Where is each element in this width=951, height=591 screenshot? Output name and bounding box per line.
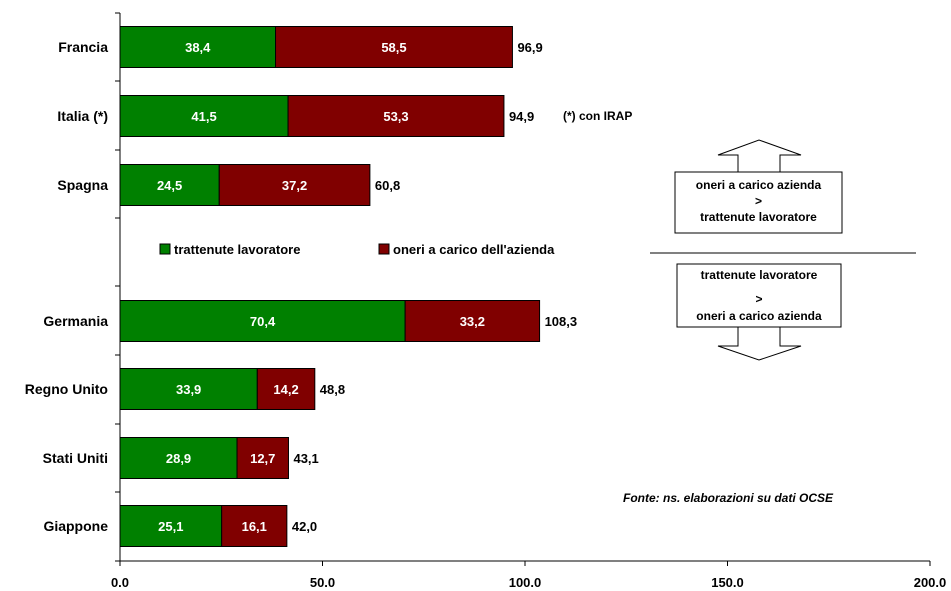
bar-segment-trattenute: [119, 505, 223, 547]
legend-label-oneri: oneri a carico dell'azienda: [393, 242, 555, 257]
box-down-line-1: trattenute lavoratore: [701, 268, 818, 282]
category-label: Regno Unito: [25, 381, 108, 397]
data-label-trattenute: 25,1: [158, 519, 183, 534]
x-tick-label: 150.0: [711, 575, 744, 590]
bar-segment-oneri: [256, 368, 316, 410]
data-label-trattenute: 28,9: [166, 451, 191, 466]
total-label: 94,9: [509, 109, 534, 124]
x-tick-label: 200.0: [914, 575, 947, 590]
legend-swatch-trattenute: [159, 243, 171, 255]
category-label: Francia: [58, 39, 108, 55]
source-note: Fonte: ns. elaborazioni su dati OCSE: [623, 491, 834, 505]
x-tick-label: 100.0: [509, 575, 542, 590]
category-label: Stati Uniti: [43, 450, 108, 466]
box-up-line-1: oneri a carico azienda: [696, 178, 822, 192]
down-arrow-icon: [717, 326, 802, 361]
box-up-line-2: >: [755, 194, 762, 208]
axes-layer: Francia Italia (*) Spagna Germania Regno Uni…: [25, 12, 947, 590]
data-label-trattenute: 41,5: [191, 109, 216, 124]
total-label: 96,9: [517, 40, 542, 55]
bar-segment-trattenute: [119, 95, 289, 137]
category-label: Italia (*): [57, 108, 108, 124]
bar-segment-oneri: [218, 164, 371, 206]
data-label-oneri: 12,7: [250, 451, 275, 466]
total-label: 42,0: [292, 519, 317, 534]
data-label-trattenute: 33,9: [176, 382, 201, 397]
box-down-frame: [676, 263, 842, 328]
box-down-line-3: oneri a carico azienda: [696, 309, 822, 323]
bar-segment-trattenute: [119, 164, 220, 206]
data-label-oneri: 37,2: [282, 178, 307, 193]
data-label-oneri: 33,2: [460, 314, 485, 329]
category-label: Germania: [43, 313, 108, 329]
total-label: 48,8: [320, 382, 345, 397]
total-label: 60,8: [375, 178, 400, 193]
arrow-box-up: oneri a carico azienda > trattenute lavo…: [674, 139, 843, 234]
category-label: Spagna: [57, 177, 108, 193]
box-up-line-3: trattenute lavoratore: [700, 210, 817, 224]
bar-segment-oneri: [275, 26, 513, 68]
up-arrow-icon: [717, 139, 802, 176]
bar-segment-oneri: [236, 437, 289, 479]
box-up-frame: [674, 171, 843, 234]
bar-segment-oneri: [404, 300, 541, 342]
legend: trattenute lavoratore oneri a carico del…: [159, 242, 555, 257]
bar-segment-oneri: [287, 95, 505, 137]
box-down-line-2: >: [755, 292, 762, 306]
data-label-trattenute: 70,4: [250, 314, 276, 329]
bars-layer: 38,4 58,5 96,9 41,5 53,3 94,9 24,5 37,2 60,8 70,4…: [119, 26, 578, 547]
x-tick-label: 0.0: [111, 575, 129, 590]
category-label: Giappone: [43, 518, 108, 534]
data-label-oneri: 16,1: [242, 519, 267, 534]
bar-segment-oneri: [221, 505, 288, 547]
irap-note: (*) con IRAP: [563, 109, 632, 123]
bar-segment-trattenute: [119, 300, 406, 342]
bar-segment-trattenute: [119, 26, 277, 68]
legend-label-trattenute: trattenute lavoratore: [174, 242, 300, 257]
data-label-oneri: 58,5: [381, 40, 406, 55]
data-label-oneri: 53,3: [383, 109, 408, 124]
total-label: 43,1: [293, 451, 318, 466]
data-label-trattenute: 24,5: [157, 178, 182, 193]
legend-swatch-oneri: [378, 243, 390, 255]
arrow-box-down: trattenute lavoratore > oneri a carico a…: [676, 263, 842, 361]
data-label-oneri: 14,2: [273, 382, 298, 397]
total-label: 108,3: [545, 314, 578, 329]
x-tick-label: 50.0: [310, 575, 335, 590]
data-label-trattenute: 38,4: [185, 40, 211, 55]
